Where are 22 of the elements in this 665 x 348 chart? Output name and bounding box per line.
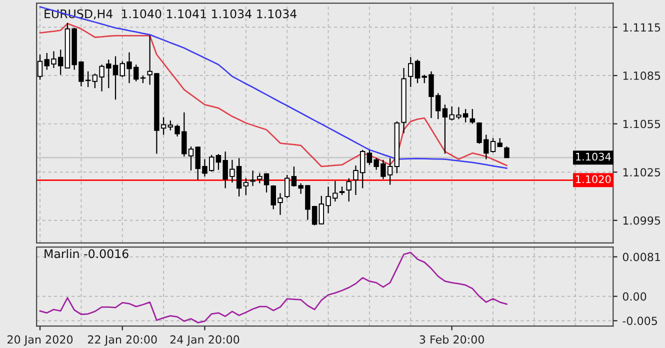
- candlestick: [470, 108, 476, 124]
- ref-line-label: 1.1020: [576, 175, 611, 184]
- x-tick-label: 22 Jan 20:00: [88, 335, 157, 346]
- y-tick-label: 0.0081: [622, 252, 660, 262]
- x-tick-label: 3 Feb 20:00: [420, 335, 484, 344]
- y-tick-label: 1.0995: [623, 216, 660, 225]
- candlestick: [37, 54, 43, 80]
- candlestick: [250, 170, 256, 186]
- y-tick-label: 1.1025: [623, 168, 660, 176]
- chart-title: Marlin -0.0016: [44, 249, 128, 258]
- candlestick: [243, 178, 249, 196]
- y-tick-label: 1.1055: [623, 120, 660, 128]
- y-tick-label: 1.1115: [623, 23, 660, 32]
- ref-line-label: 1.1034: [576, 152, 611, 161]
- candlestick: [284, 174, 290, 199]
- y-tick-label: 0.00: [622, 292, 646, 301]
- candlestick: [346, 178, 352, 202]
- y-tick-label: 1.1085: [623, 72, 660, 80]
- y-tick-label: -0.005: [622, 316, 658, 326]
- x-tick-label: 20 Jan 2020: [8, 335, 73, 346]
- candlestick: [504, 146, 510, 158]
- x-tick-label: 24 Jan 20:00: [170, 335, 240, 346]
